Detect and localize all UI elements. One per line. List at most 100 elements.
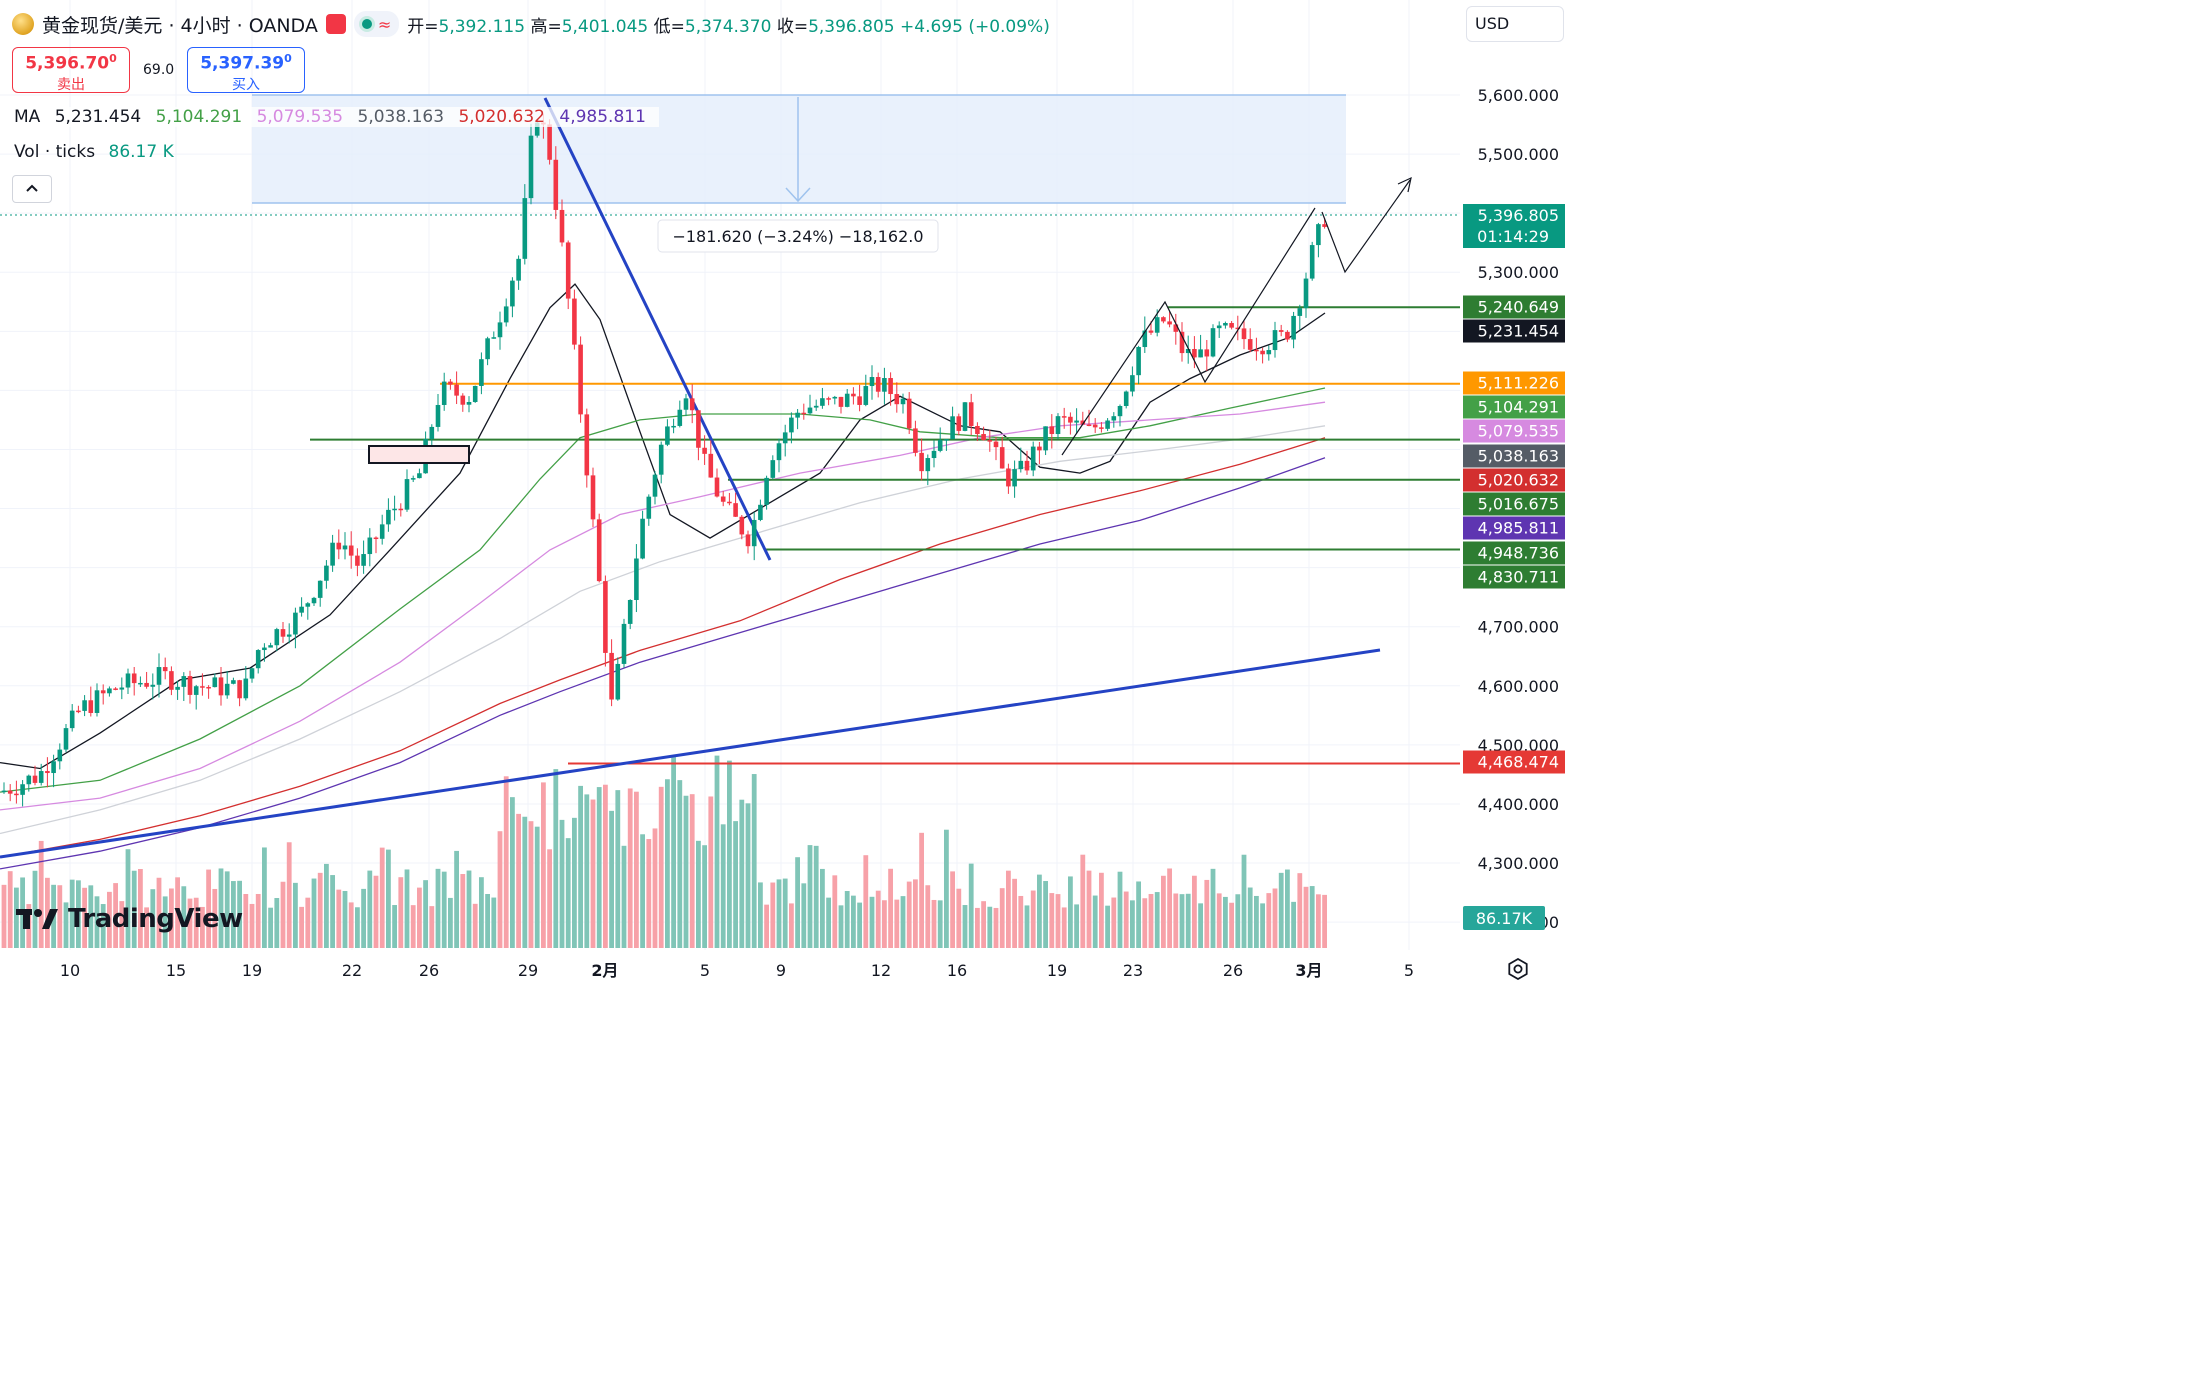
volume-bar — [596, 787, 602, 948]
settings-gear-icon[interactable] — [1507, 958, 1529, 980]
candle-body — [1055, 416, 1061, 435]
volume-bar — [677, 780, 683, 948]
volume-bar — [1049, 893, 1055, 948]
candle-body — [324, 565, 329, 581]
candle-body — [1037, 446, 1042, 451]
candle-body — [404, 479, 410, 510]
candle-body — [26, 775, 32, 785]
volume-legend[interactable]: Vol · ticks 86.17 K — [14, 142, 174, 162]
buy-button[interactable]: 5,397.390 买入 — [187, 47, 305, 93]
volume-bar — [621, 845, 627, 948]
candle-body — [51, 761, 56, 774]
volume-bar — [249, 903, 255, 948]
candle-body — [237, 680, 242, 699]
candle-body — [417, 473, 422, 479]
volume-bar — [38, 840, 44, 948]
candle-body — [906, 398, 912, 429]
candle-body — [1136, 347, 1141, 376]
candle-body — [813, 405, 819, 408]
time-tick-label: 9 — [776, 961, 786, 980]
volume-bar — [782, 878, 788, 948]
volume-bar — [1068, 876, 1073, 948]
volume-bar — [398, 877, 404, 948]
candle-body — [1278, 330, 1284, 332]
candle-body — [689, 398, 695, 411]
flag-icon[interactable] — [325, 14, 346, 34]
candle-body — [1123, 391, 1129, 406]
time-tick-label: 22 — [342, 961, 362, 980]
candle-body — [1130, 375, 1135, 392]
price-label-badge — [1463, 541, 1565, 565]
collapse-legend-button[interactable] — [12, 175, 52, 203]
volume-bar — [962, 905, 968, 948]
volume-bar — [1272, 888, 1278, 948]
time-tick-label: 19 — [1047, 961, 1067, 980]
currency-selector[interactable]: USD — [1466, 6, 1564, 42]
volume-bar — [975, 907, 980, 948]
volume-bar — [801, 883, 807, 948]
volume-bar — [913, 879, 918, 948]
volume-bar — [69, 879, 75, 948]
candle-body — [1012, 469, 1017, 487]
volume-bar — [187, 898, 193, 948]
volume-bar — [919, 832, 924, 948]
candle-body — [311, 597, 317, 604]
volume-bar — [844, 891, 850, 948]
volume-bars — [1, 755, 1327, 948]
tradingview-logo[interactable]: TradingView — [16, 904, 243, 934]
candle-body — [1297, 308, 1303, 316]
symbol-title[interactable]: 黄金现货/美元 · 4小时 · OANDA — [42, 14, 318, 37]
chart-header: 黄金现货/美元 · 4小时 · OANDA ≈ 开=5,392.115 高=5,… — [12, 10, 1050, 38]
candle-body — [231, 680, 236, 684]
candle-body — [286, 634, 292, 637]
volume-bar — [1216, 893, 1222, 948]
candle-body — [1111, 416, 1117, 421]
volume-bar — [851, 895, 856, 948]
ma-legend[interactable]: MA 5,231.454 5,104.291 5,079.535 5,038.1… — [14, 107, 659, 127]
volume-bar — [1055, 894, 1061, 948]
candle-body — [503, 306, 509, 323]
time-axis: 10 15 19 22 26 29 2月 5 9 12 16 19 23 26 3月 5 — [60, 961, 1414, 980]
marker-box — [368, 445, 470, 464]
candle-body — [206, 686, 211, 689]
candle-body — [274, 629, 280, 646]
volume-bar — [875, 890, 881, 948]
volume-bar — [138, 869, 143, 948]
candle-body — [1185, 349, 1191, 354]
volume-bar — [1037, 874, 1042, 948]
candle-body — [615, 663, 621, 700]
time-tick-label: 3月 — [1295, 961, 1322, 980]
volume-bar — [1241, 854, 1247, 948]
candle-body — [820, 398, 825, 406]
candle-body — [330, 542, 335, 566]
market-status-pill[interactable]: ≈ — [353, 11, 400, 37]
sell-button[interactable]: 5,396.700 卖出 — [12, 47, 130, 93]
volume-bar — [299, 906, 304, 948]
volume-bar — [441, 871, 447, 948]
price-label-badge — [1463, 468, 1565, 492]
volume-bar — [193, 897, 199, 948]
volume-bar — [795, 857, 800, 948]
candle-body — [956, 416, 962, 431]
volume-bar — [305, 897, 311, 948]
candle-body — [82, 700, 87, 711]
volume-bar — [231, 881, 236, 948]
candle-body — [999, 447, 1005, 469]
ma-value: 5,231.454 — [54, 107, 142, 127]
candle-body — [150, 684, 156, 687]
volume-bar — [1086, 870, 1092, 948]
volume-bar — [237, 880, 242, 948]
volume-bar — [1223, 896, 1228, 948]
volume-bar — [665, 779, 670, 948]
change-value: +4.695 (+0.09%) — [900, 16, 1050, 37]
candle-body — [1080, 420, 1086, 425]
time-tick-label: 23 — [1123, 961, 1143, 980]
ma-value: 5,038.163 — [357, 107, 445, 127]
price-tick-label: 5,500.000 — [1478, 145, 1559, 164]
chart-canvas[interactable]: −181.620 (−3.24%) −18,162.0 5,600.000 5,5… — [0, 0, 1568, 983]
ma-gray — [0, 425, 1326, 835]
candle-body — [1049, 426, 1055, 435]
candle-body — [1092, 424, 1098, 428]
candle-body — [782, 432, 788, 444]
volume-bar — [367, 870, 373, 948]
